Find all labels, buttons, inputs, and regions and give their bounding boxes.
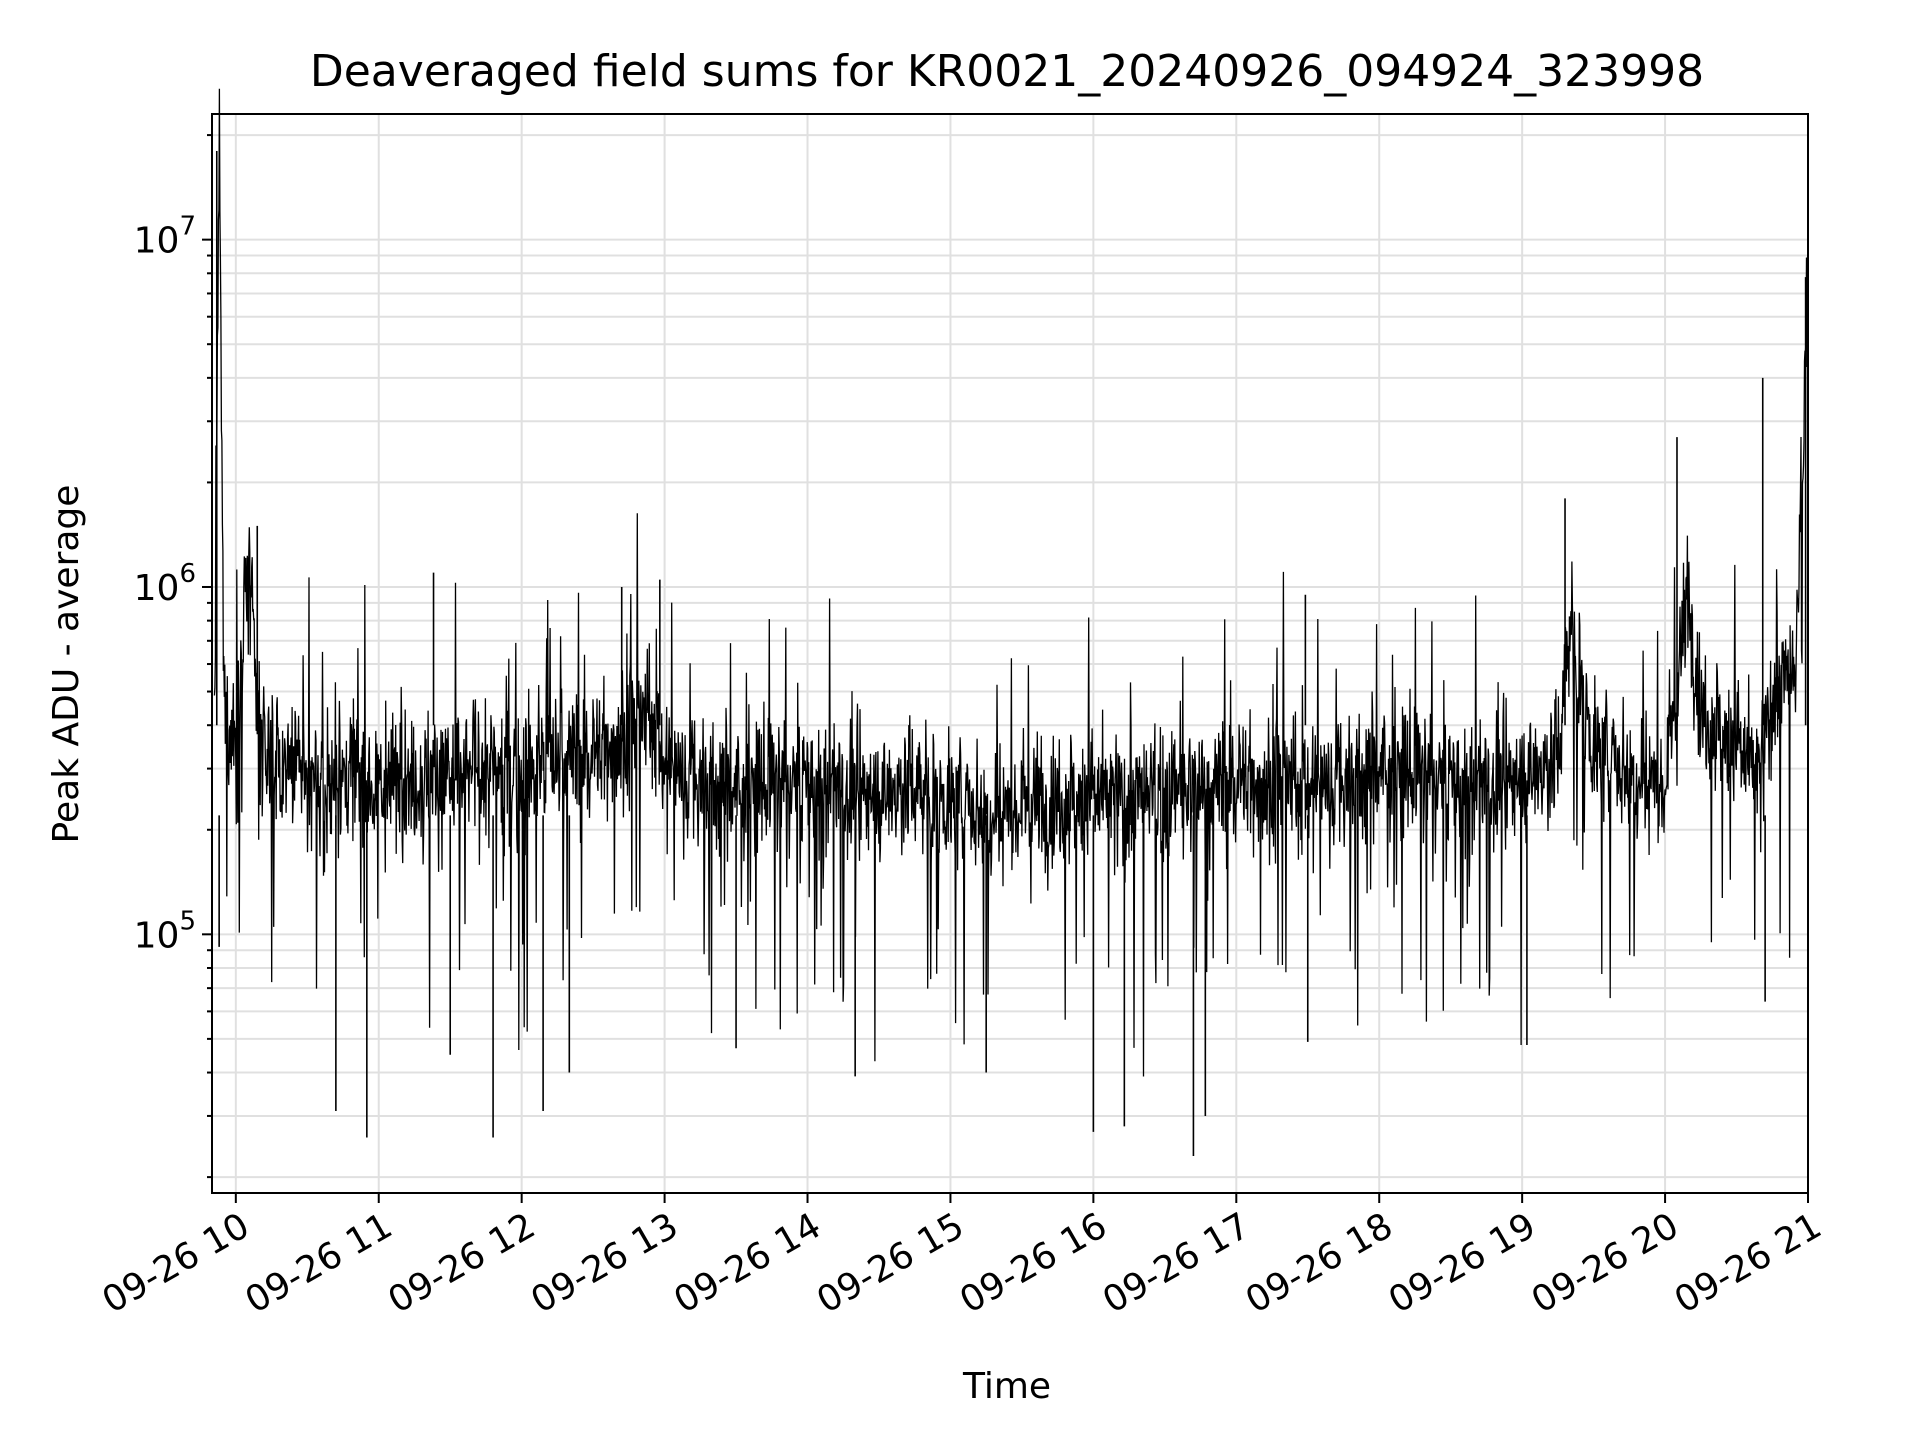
data-series xyxy=(213,88,1809,1157)
y-tick-label: 106 xyxy=(134,559,196,609)
x-tick-label: 09-26 14 xyxy=(667,1205,828,1321)
x-tick-label: 09-26 16 xyxy=(953,1205,1114,1321)
x-tick-label: 09-26 10 xyxy=(96,1205,257,1321)
x-tick-label: 09-26 17 xyxy=(1096,1205,1257,1321)
x-tick-label: 09-26 13 xyxy=(524,1205,685,1321)
y-tick-label: 105 xyxy=(134,906,196,956)
series-line xyxy=(213,88,1809,1077)
x-tick-label: 09-26 18 xyxy=(1239,1205,1400,1321)
x-tick-label: 09-26 11 xyxy=(239,1205,400,1321)
x-tick-label: 09-26 15 xyxy=(810,1205,971,1321)
chart-title: Deaveraged field sums for KR0021_2024092… xyxy=(310,46,1704,97)
y-tick-label: 107 xyxy=(134,212,196,262)
x-tick-label: 09-26 19 xyxy=(1382,1205,1543,1321)
x-axis-label: Time xyxy=(962,1366,1051,1407)
x-tick-label: 09-26 12 xyxy=(381,1205,542,1321)
y-axis-label: Peak ADU - average xyxy=(46,485,87,844)
x-tick-label: 09-26 20 xyxy=(1525,1205,1686,1321)
plot-frame xyxy=(211,113,1809,1194)
x-tick-label: 09-26 21 xyxy=(1668,1205,1829,1321)
